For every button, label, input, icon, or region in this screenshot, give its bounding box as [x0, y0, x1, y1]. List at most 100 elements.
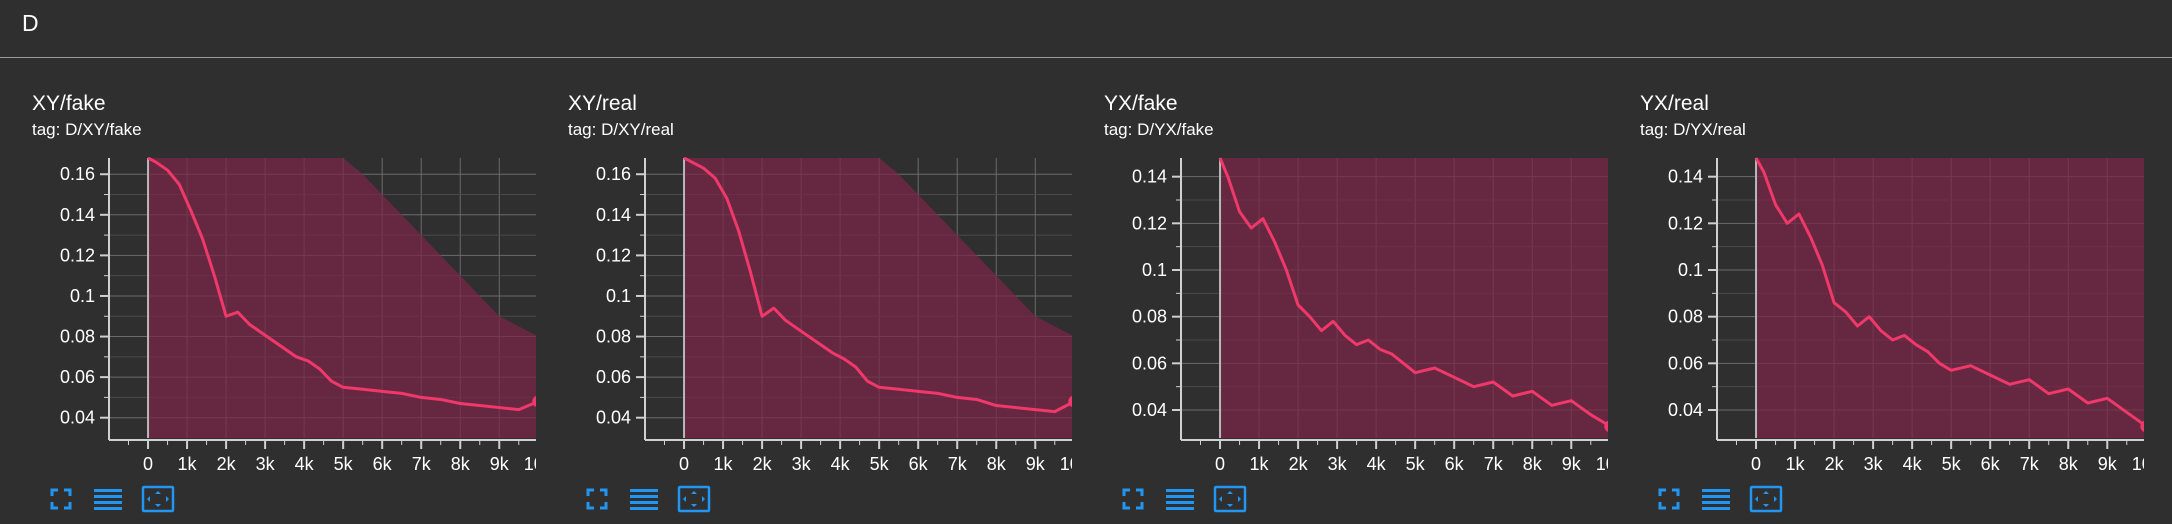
- x-tick-label: 1k: [1250, 454, 1270, 474]
- x-tick-label: 8k: [987, 454, 1007, 474]
- chart-card-xy-real: XY/real tag: D/XY/real 0.04 0.06 0.08 0.1 0.…: [536, 58, 1072, 524]
- x-tick-label: 4k: [295, 454, 315, 474]
- x-tick-label: 7k: [412, 454, 432, 474]
- card-tag: tag: D/XY/fake: [32, 120, 142, 139]
- fit-domain-icon[interactable]: [1749, 482, 1783, 516]
- y-tick-label: 0.16: [60, 164, 95, 184]
- x-tick-label: 8k: [451, 454, 471, 474]
- x-tick-label: 2k: [217, 454, 237, 474]
- y-tick-label: 0.08: [1132, 307, 1167, 327]
- x-tick-label: 4k: [1903, 454, 1923, 474]
- card-title: XY/real: [568, 92, 637, 115]
- series-band: [1756, 158, 2144, 438]
- line-chart[interactable]: 0.04 0.06 0.08 0.1 0.12 0.14 0.16 0 1k 2k 3k 4k 5k 6k…: [0, 58, 536, 478]
- toggle-log-scale-icon[interactable]: [1699, 482, 1733, 516]
- x-tick-label: 8k: [1523, 454, 1543, 474]
- x-tick-label: 5k: [1406, 454, 1426, 474]
- group-header[interactable]: D: [0, 0, 2172, 58]
- card-tag: tag: D/YX/real: [1640, 120, 1746, 139]
- x-tick-label: 5k: [334, 454, 354, 474]
- series-band: [1220, 158, 1608, 438]
- line-chart[interactable]: 0.04 0.06 0.08 0.1 0.12 0.14 0 1k 2k 3k 4k 5k 6k 7k 8k…: [1072, 58, 1608, 478]
- x-tick-label: 3k: [1864, 454, 1884, 474]
- x-tick-label: 0: [1215, 454, 1225, 474]
- line-chart[interactable]: 0.04 0.06 0.08 0.1 0.12 0.14 0.16 0 1k 2k 3k 4k 5k 6k…: [536, 58, 1072, 478]
- series-last-point: [1068, 395, 1072, 408]
- y-tick-label: 0.14: [596, 205, 631, 225]
- y-tick-label: 0.1: [70, 286, 95, 306]
- x-tick-label: 0: [1751, 454, 1761, 474]
- series-last-point: [1604, 420, 1608, 432]
- card-title: XY/fake: [32, 92, 106, 115]
- fullscreen-icon[interactable]: [44, 482, 78, 516]
- y-tick-label: 0.04: [1668, 400, 1703, 420]
- x-tick-label: 1k: [714, 454, 734, 474]
- x-tick-label: 1k: [1786, 454, 1806, 474]
- fullscreen-icon[interactable]: [580, 482, 614, 516]
- x-tick-label: 2k: [1825, 454, 1845, 474]
- x-tick-label: 4k: [831, 454, 851, 474]
- x-tick-label: 6k: [1445, 454, 1465, 474]
- y-tick-label: 0.16: [596, 164, 631, 184]
- y-tick-label: 0.04: [596, 408, 631, 428]
- x-tick-label: 9k: [1562, 454, 1582, 474]
- card-title: YX/fake: [1104, 92, 1178, 115]
- chart-card-xy-fake: XY/fake tag: D/XY/fake 0.04 0.06 0.08 0.1 0.…: [0, 58, 536, 524]
- y-tick-label: 0.12: [1132, 213, 1167, 233]
- series-line: [1754, 157, 2144, 427]
- chart-card-yx-real: YX/real tag: D/YX/real 0.04 0.06 0.08 0.1 0.…: [1608, 58, 2144, 524]
- y-tick-label: 0.08: [596, 327, 631, 347]
- x-tick-label: 2k: [1289, 454, 1309, 474]
- x-tick-label: 3k: [256, 454, 276, 474]
- x-tick-label: 0: [679, 454, 689, 474]
- y-tick-label: 0.12: [596, 245, 631, 265]
- toggle-log-scale-icon[interactable]: [627, 482, 661, 516]
- card-tag: tag: D/XY/real: [568, 120, 674, 139]
- fit-domain-icon[interactable]: [1213, 482, 1247, 516]
- fullscreen-icon[interactable]: [1652, 482, 1686, 516]
- y-tick-label: 0.12: [60, 245, 95, 265]
- y-tick-label: 0.1: [606, 286, 631, 306]
- y-tick-label: 0.06: [1132, 353, 1167, 373]
- group-title: D: [22, 10, 39, 36]
- y-tick-label: 0.04: [60, 408, 95, 428]
- x-tick-label: 0: [143, 454, 153, 474]
- fit-domain-icon[interactable]: [677, 482, 711, 516]
- series-last-point: [2140, 420, 2144, 432]
- y-tick-label: 0.1: [1678, 260, 1703, 280]
- y-tick-label: 0.14: [1132, 167, 1167, 187]
- y-tick-label: 0.14: [1668, 167, 1703, 187]
- line-chart[interactable]: 0.04 0.06 0.08 0.1 0.12 0.14 0 1k 2k 3k 4k 5k 6k 7k 8k…: [1608, 58, 2144, 478]
- y-tick-label: 0.14: [60, 205, 95, 225]
- fit-domain-icon[interactable]: [141, 482, 175, 516]
- series-line: [683, 156, 1072, 414]
- x-tick-label: 7k: [2020, 454, 2040, 474]
- card-tag: tag: D/YX/fake: [1104, 120, 1214, 139]
- fullscreen-icon[interactable]: [1116, 482, 1150, 516]
- x-tick-label: 10k: [1596, 454, 1608, 474]
- x-tick-label: 10k: [1060, 454, 1072, 474]
- series-line: [1218, 157, 1608, 427]
- y-tick-label: 0.06: [60, 367, 95, 387]
- y-tick-label: 0.08: [1668, 307, 1703, 327]
- x-tick-label: 6k: [1981, 454, 2001, 474]
- x-tick-label: 2k: [753, 454, 773, 474]
- x-tick-label: 3k: [1328, 454, 1348, 474]
- x-tick-label: 5k: [870, 454, 890, 474]
- chart-card-yx-fake: YX/fake tag: D/YX/fake 0.04 0.06 0.08 0.1 0.…: [1072, 58, 1608, 524]
- x-tick-label: 4k: [1367, 454, 1387, 474]
- y-tick-label: 0.06: [1668, 353, 1703, 373]
- x-tick-label: 10k: [524, 454, 536, 474]
- y-tick-label: 0.08: [60, 327, 95, 347]
- x-tick-label: 5k: [1942, 454, 1962, 474]
- y-tick-label: 0.06: [596, 367, 631, 387]
- toggle-log-scale-icon[interactable]: [1163, 482, 1197, 516]
- x-tick-label: 1k: [178, 454, 198, 474]
- series-last-point: [532, 395, 536, 408]
- x-tick-label: 6k: [909, 454, 929, 474]
- series-band: [148, 158, 536, 438]
- card-title: YX/real: [1640, 92, 1709, 115]
- y-tick-label: 0.12: [1668, 213, 1703, 233]
- toggle-log-scale-icon[interactable]: [91, 482, 125, 516]
- series-line: [147, 156, 536, 412]
